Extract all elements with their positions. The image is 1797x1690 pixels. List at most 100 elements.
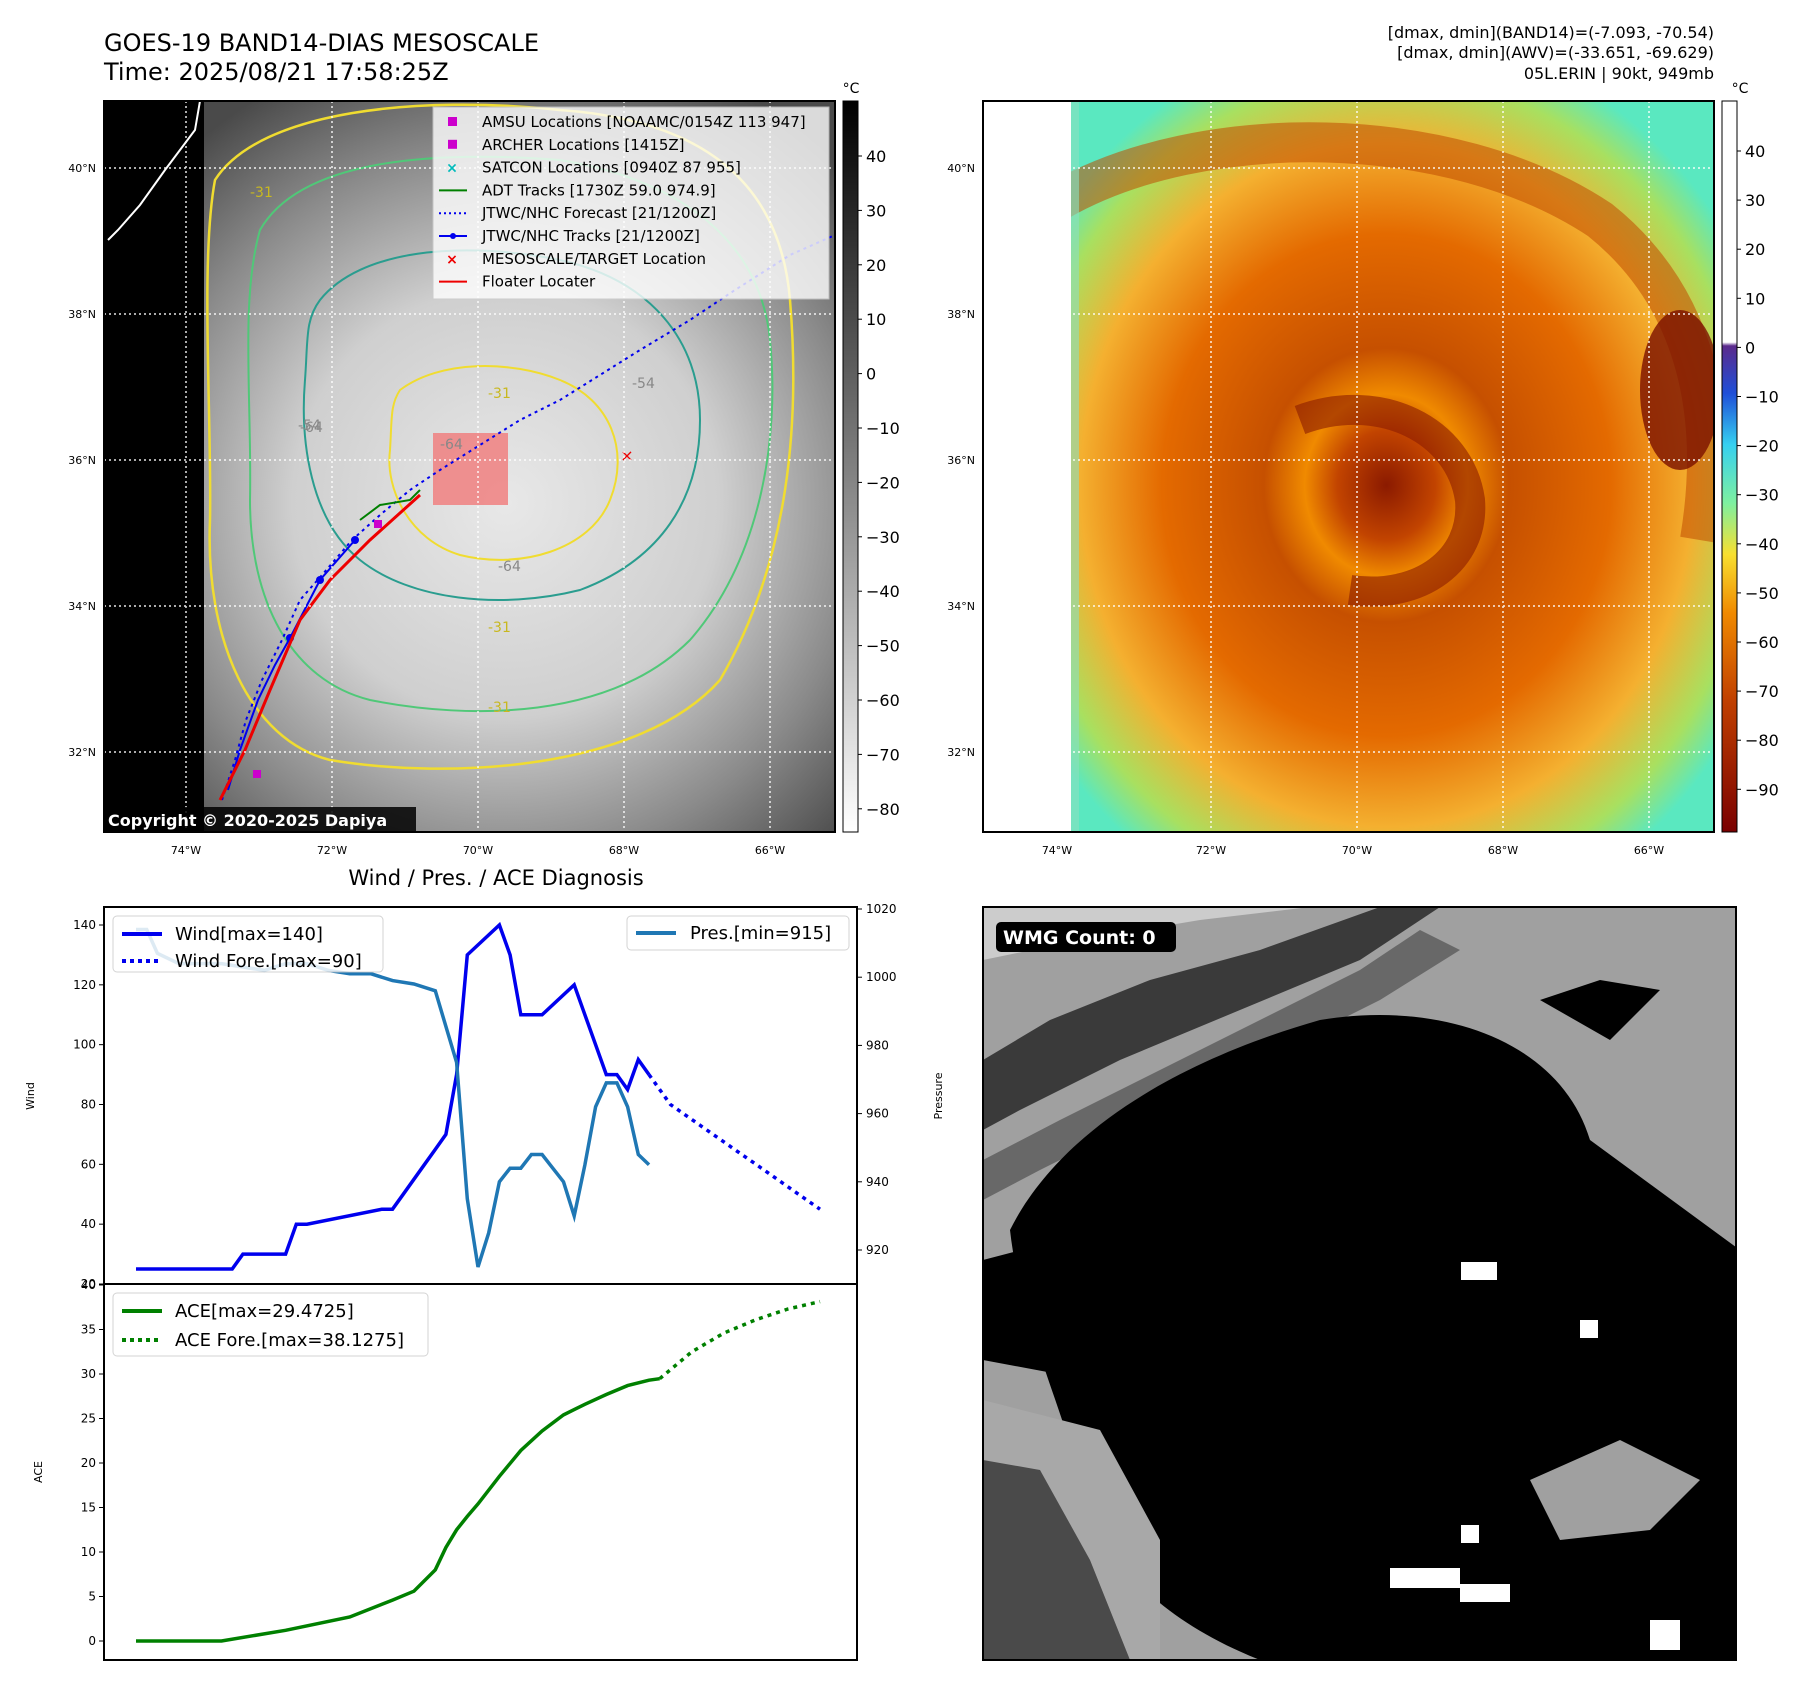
adt-track (359, 489, 421, 521)
contour-label: -31 (250, 185, 273, 201)
gray-colorbar: °C 40 30 20 10 0 −10 −20 −30 −40 −50 −60 −70 −80 (842, 81, 900, 833)
y-tick-label: 960 (866, 1107, 889, 1121)
colorbar-tick-label: −80 (1745, 731, 1779, 750)
contour-label: -31 (488, 620, 511, 636)
legend-item: JTWC/NHC Forecast [21/1200Z] (439, 204, 716, 222)
forecast-track (221, 234, 835, 801)
colorbar-unit: °C (843, 81, 860, 97)
lat-label: 32°N (68, 746, 96, 759)
colorbar-tick-label: 30 (1745, 191, 1765, 210)
y-tick-label: 140 (73, 918, 96, 932)
track-point (316, 576, 324, 584)
lat-label: 34°N (68, 600, 96, 613)
lat-label: 32°N (947, 746, 975, 759)
colorbar-tick-label: 0 (1745, 338, 1755, 357)
dmax-band14: [dmax, dmin](BAND14)=(-7.093, -70.54) (1388, 23, 1714, 42)
legend-pressure: Pres.[min=915] (690, 923, 831, 944)
target-marker: × (620, 446, 633, 465)
colorbar-tick-label: 40 (866, 147, 886, 166)
legend-label: Floater Locater (482, 273, 596, 291)
legend-item: Floater Locater (439, 273, 596, 291)
colorbar-tick-label: 20 (866, 256, 886, 275)
lat-label: 40°N (947, 162, 975, 175)
y-tick-label: 80 (81, 1098, 96, 1112)
legend-wind-fore: Wind Fore.[max=90] (175, 951, 362, 972)
y-tick-label: 40 (81, 1278, 96, 1292)
legend-label: SATCON Locations [0940Z 87 955] (482, 159, 741, 177)
ace-axis-label: ACE (32, 1461, 45, 1483)
legend-item: × SATCON Locations [0940Z 87 955] (446, 159, 741, 177)
pressure-axis-label: Pressure (932, 1072, 945, 1119)
contour-label: -31 (488, 386, 511, 402)
ace-chart: 40 35 30 25 20 15 10 5 0 ACE ACE[max=29.4725] AC… (32, 1278, 858, 1661)
colorbar-tick-label: 20 (1745, 240, 1765, 259)
series-line (136, 1376, 660, 1643)
y-tick-label: 15 (81, 1501, 96, 1515)
legend-ace-fore: ACE Fore.[max=38.1275] (175, 1330, 404, 1351)
wind-axis-label: Wind (24, 1082, 37, 1110)
legend-item: AMSU Locations [NOAAMC/0154Z 113 947] (448, 113, 806, 131)
wind-legend: Wind[max=140] Wind Fore.[max=90] (112, 915, 384, 973)
y-tick-label: 1020 (866, 902, 897, 916)
diag-title: Wind / Pres. / ACE Diagnosis (348, 866, 643, 890)
colorbar-tick-label: −30 (1745, 486, 1779, 505)
lat-label: 40°N (68, 162, 96, 175)
y-tick-label: 35 (81, 1323, 96, 1337)
y-tick-label: 0 (88, 1634, 96, 1648)
colorbar-tick-label: 30 (866, 201, 886, 220)
lon-label: 68°W (609, 844, 639, 857)
colorbar-tick-label: −20 (1745, 437, 1779, 456)
contour-label: -64 (498, 559, 521, 575)
legend-marker (448, 117, 457, 126)
floater-box (433, 433, 508, 505)
colorbar-tick-label: −70 (866, 745, 900, 764)
colorbar-unit: °C (1732, 81, 1749, 97)
colorbar-tick-label: −70 (1745, 682, 1779, 701)
awv-imagery (1060, 101, 1714, 832)
floater-track (218, 493, 422, 801)
no-data-strip (104, 101, 204, 832)
title-line2: Time: 2025/08/21 17:58:25Z (103, 58, 449, 86)
colorbar-tick-label: −10 (1745, 388, 1779, 407)
lat-label: 38°N (947, 308, 975, 321)
colorbar-tick-label: −50 (1745, 584, 1779, 603)
legend-item: JTWC/NHC Tracks [21/1200Z] (439, 227, 700, 245)
contour-label: -31 (488, 700, 511, 716)
title-line1: GOES-19 BAND14-DIAS MESOSCALE (104, 29, 539, 57)
pressure-legend: Pres.[min=915] (626, 915, 850, 951)
colorbar-tick-label: −10 (866, 419, 900, 438)
contour-label: -64 (300, 420, 323, 436)
colorbar-tick-label: −50 (866, 637, 900, 656)
amsu-marker (253, 770, 261, 778)
y-tick-label: 5 (88, 1590, 96, 1604)
colorbar-tick-label: 10 (866, 310, 886, 329)
coastline (107, 101, 202, 241)
map-legend: AMSU Locations [NOAAMC/0154Z 113 947] ARC… (432, 106, 830, 300)
y-tick-label: 940 (866, 1175, 889, 1189)
lon-label: 70°W (1342, 844, 1372, 857)
legend-ace: ACE[max=29.4725] (175, 1301, 354, 1322)
legend-marker: × (446, 161, 458, 177)
colorbar-tick-label: −40 (1745, 535, 1779, 554)
lon-label: 72°W (317, 844, 347, 857)
legend-label: AMSU Locations [NOAAMC/0154Z 113 947] (482, 113, 806, 131)
colorbar-tick-label: −20 (866, 473, 900, 492)
contour-label: -54 (298, 418, 321, 434)
legend-label: ARCHER Locations [1415Z] (482, 136, 685, 154)
y-tick-label: 20 (81, 1277, 96, 1291)
colorbar-tick-label: 40 (1745, 142, 1765, 161)
legend-marker (448, 139, 457, 149)
y-tick-label: 30 (81, 1367, 96, 1381)
colorbar-tick-label: −80 (866, 800, 900, 819)
lon-label: 72°W (1196, 844, 1226, 857)
legend-label: JTWC/NHC Forecast [21/1200Z] (481, 204, 716, 222)
y-tick-label: 100 (73, 1038, 96, 1052)
y-tick-label: 1000 (866, 970, 897, 984)
awv-map-panel: 40°N 38°N 36°N 34°N 32°N 74°W 72°W 70°W … (947, 100, 1715, 857)
y-tick-label: 120 (73, 978, 96, 992)
legend-item: ARCHER Locations [1415Z] (448, 136, 685, 154)
colorbar-tick-label: −30 (866, 528, 900, 547)
wmg-panel: WMG Count: 0 (982, 906, 1737, 1661)
